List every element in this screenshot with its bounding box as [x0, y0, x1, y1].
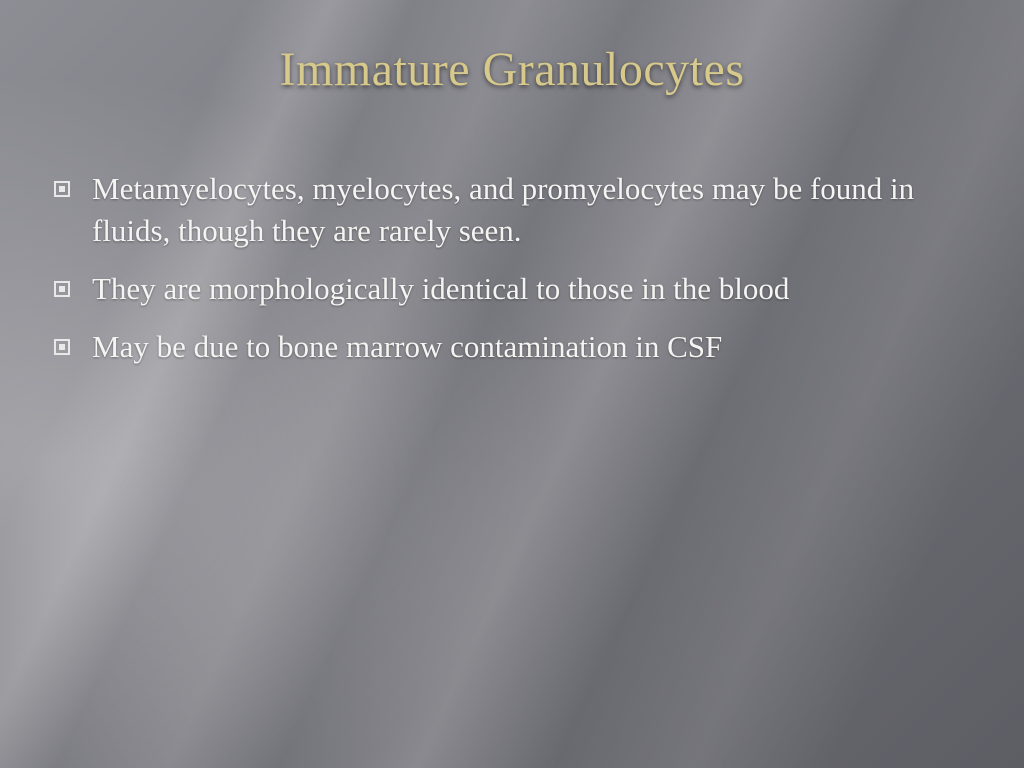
bullet-item: They are morphologically identical to th…: [54, 268, 970, 310]
slide-body: Metamyelocytes, myelocytes, and promyelo…: [54, 168, 970, 383]
bullet-text: May be due to bone marrow contamination …: [92, 326, 722, 368]
slide-title: Immature Granulocytes: [0, 42, 1024, 97]
bullet-text: They are morphologically identical to th…: [92, 268, 789, 310]
bullet-text: Metamyelocytes, myelocytes, and promyelo…: [92, 168, 970, 252]
bullet-item: May be due to bone marrow contamination …: [54, 326, 970, 368]
bullet-square-icon: [54, 181, 70, 197]
bullet-square-icon: [54, 339, 70, 355]
bullet-item: Metamyelocytes, myelocytes, and promyelo…: [54, 168, 970, 252]
bullet-square-icon: [54, 281, 70, 297]
slide: Immature Granulocytes Metamyelocytes, my…: [0, 0, 1024, 768]
